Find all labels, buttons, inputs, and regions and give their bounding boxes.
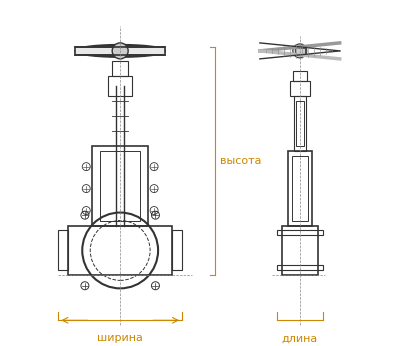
Bar <box>290 81 310 96</box>
Bar <box>295 48 305 54</box>
Bar <box>58 230 68 271</box>
Bar <box>293 71 307 81</box>
Bar <box>172 230 182 271</box>
Bar <box>68 226 172 275</box>
Bar <box>92 146 148 226</box>
Bar <box>292 156 308 220</box>
Bar <box>100 151 140 220</box>
Bar <box>296 101 304 146</box>
Text: высота: высота <box>220 156 262 166</box>
Bar <box>288 151 312 226</box>
Circle shape <box>112 43 128 59</box>
Bar <box>282 226 318 275</box>
Bar <box>112 61 128 76</box>
Circle shape <box>293 44 307 58</box>
Text: длина: длина <box>282 333 318 343</box>
Bar <box>277 230 323 236</box>
Bar <box>75 47 165 55</box>
Bar <box>108 76 132 96</box>
Text: ширина: ширина <box>97 333 143 343</box>
Bar <box>294 96 306 151</box>
Bar <box>277 265 323 271</box>
